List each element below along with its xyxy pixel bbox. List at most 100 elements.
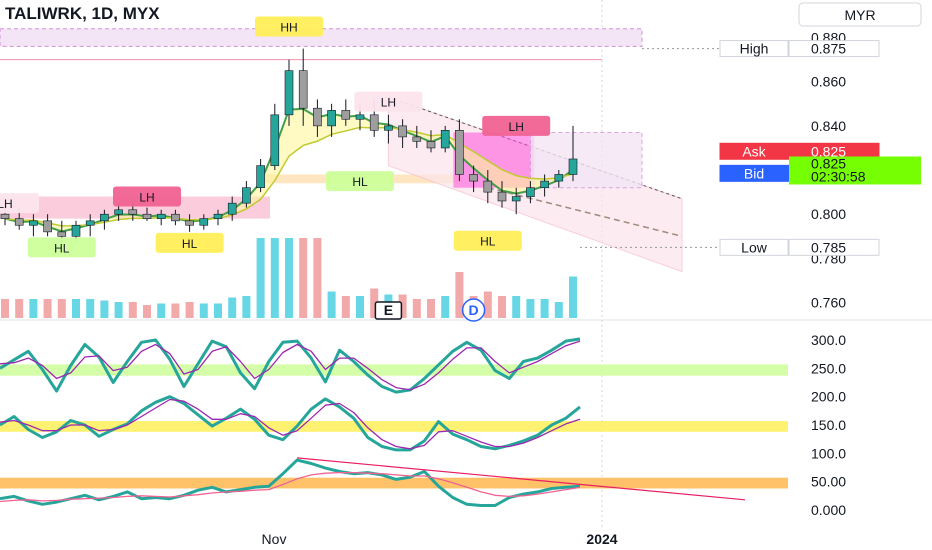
candle[interactable] (540, 174, 549, 197)
volume-bar (86, 299, 95, 318)
marker-lh[interactable]: LH (482, 115, 551, 136)
candle[interactable] (511, 187, 521, 215)
candle[interactable] (568, 125, 578, 182)
candle[interactable] (142, 207, 152, 221)
marker-hl[interactable]: HL (155, 232, 224, 253)
marker-hh[interactable]: HH (255, 16, 323, 37)
oscillator-band (0, 364, 788, 376)
volume-bar (43, 299, 52, 318)
candle-body (199, 218, 209, 226)
marker-box (326, 171, 394, 192)
candle-body (43, 220, 52, 233)
volume-bar (569, 276, 577, 318)
volume-bar (540, 299, 549, 318)
marker-box (354, 91, 423, 112)
marker-lh[interactable]: LH (0, 193, 39, 214)
candle[interactable] (526, 181, 535, 204)
price-tags: High0.875Ask0.825Bid0.820Low0.7850.82502… (719, 40, 921, 256)
oscillator-axis[interactable]: 300.0 250.0 200.0 150.0 100.0 50.00 0.000 (811, 332, 846, 518)
candle-body (355, 114, 365, 120)
volume-bar (171, 303, 180, 318)
oscillator-tick: 250.0 (811, 360, 846, 376)
candle[interactable] (426, 130, 436, 153)
high-tag-label-bg (719, 40, 789, 58)
candle[interactable] (43, 214, 52, 237)
marker-box (0, 193, 39, 214)
candle[interactable] (199, 214, 209, 230)
candle[interactable] (469, 165, 478, 193)
candle-body (242, 187, 251, 204)
event-badge-label: D (469, 302, 479, 318)
marker-lh[interactable]: LH (113, 186, 181, 207)
oscillator-pane[interactable] (0, 337, 788, 507)
candle-body (313, 107, 322, 127)
candle[interactable] (156, 209, 166, 226)
candle[interactable] (185, 214, 194, 232)
candle[interactable] (313, 99, 322, 137)
candle[interactable] (298, 48, 308, 126)
oscillator-tick: 0.000 (811, 502, 846, 518)
event-badge-e[interactable]: E (374, 301, 403, 320)
price-pane[interactable] (0, 48, 578, 243)
candle[interactable] (398, 119, 407, 148)
oscillator-band (0, 421, 788, 432)
candle[interactable] (455, 119, 464, 182)
marker-lh[interactable]: LH (354, 91, 423, 112)
candle[interactable] (227, 196, 237, 221)
marker-label: LH (139, 191, 154, 205)
volume-bar (455, 272, 464, 318)
marker-hl[interactable]: HL (326, 171, 394, 192)
currency-selector[interactable]: MYR (798, 2, 922, 27)
candle[interactable] (270, 103, 280, 171)
candle[interactable] (412, 125, 422, 148)
candle[interactable] (554, 170, 564, 188)
chart-header: TALIWRK, 1D, MYX (5, 4, 160, 23)
candle-body (71, 224, 81, 237)
low-tag-label-bg (719, 238, 789, 256)
candle[interactable] (29, 214, 38, 237)
candle-body (100, 213, 109, 222)
marker-label: HL (480, 235, 496, 249)
candle[interactable] (341, 99, 351, 126)
candle-body (554, 174, 564, 182)
candle-body (483, 180, 493, 193)
high-tag-label: High (740, 41, 769, 57)
candle[interactable] (384, 114, 393, 144)
order-block-zone (0, 196, 270, 219)
candle[interactable] (100, 209, 109, 230)
candle[interactable] (327, 103, 336, 137)
ask-tag-label-bg (719, 142, 789, 160)
candle-body (284, 70, 294, 116)
last-price-countdown: 02:30:58 (811, 168, 866, 184)
marker-label: HL (352, 175, 368, 189)
marker-hl[interactable]: HL (27, 237, 96, 258)
volume-bar (498, 296, 506, 318)
oscillator-line (0, 340, 581, 391)
oscillator-band (0, 477, 788, 489)
candle[interactable] (284, 59, 294, 126)
ma-slow-line (4, 126, 574, 227)
candle[interactable] (242, 181, 251, 208)
candle-body (568, 158, 578, 175)
candle[interactable] (171, 209, 180, 226)
divergence-line (297, 457, 746, 501)
marker-hl[interactable]: HL (453, 230, 522, 251)
candle-body (57, 231, 67, 237)
candle[interactable] (440, 125, 450, 153)
candle[interactable] (213, 209, 223, 226)
marker-box (155, 232, 224, 253)
high-tag-value: 0.875 (811, 41, 846, 57)
event-badge-d[interactable]: D (461, 298, 486, 322)
candle[interactable] (497, 181, 507, 208)
low-tag-label: Low (741, 239, 768, 255)
candle[interactable] (256, 159, 265, 193)
candle[interactable] (85, 214, 95, 237)
marker-box (482, 115, 551, 136)
volume-bar (114, 302, 123, 318)
oscillator-line (0, 337, 581, 394)
volume-bar (327, 291, 336, 318)
time-axis[interactable]: Nov 2024 (262, 531, 618, 547)
low-tag: Low 0.785 (719, 238, 880, 256)
candle[interactable] (483, 170, 493, 204)
